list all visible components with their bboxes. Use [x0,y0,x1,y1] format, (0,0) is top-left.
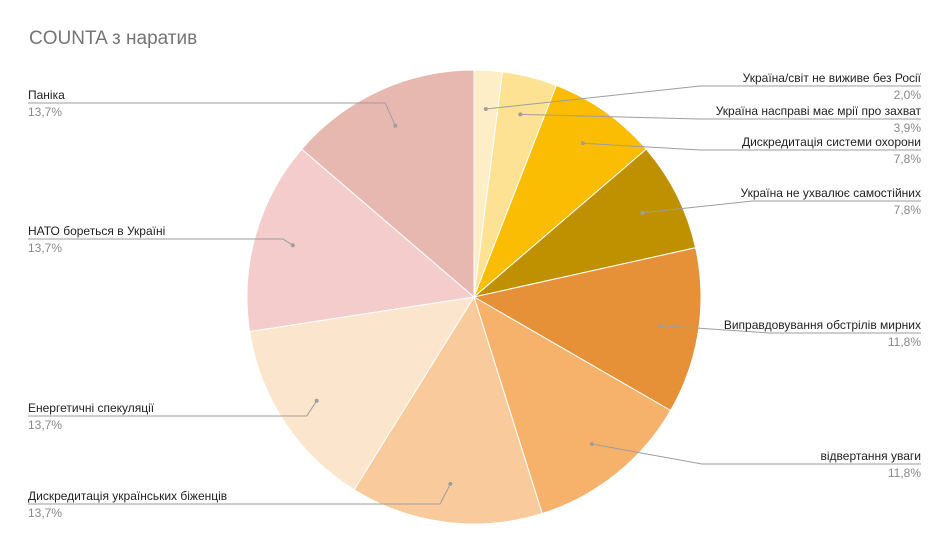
leader-dot [640,210,645,215]
slice-label: Україна/світ не виживе без Росії [743,71,922,85]
pie-slice [301,69,475,299]
pie-slice [473,295,672,515]
leader-dot [483,107,488,111]
leader-line [642,200,921,214]
slice-percent-label: 11,8% [888,466,921,480]
slice-label: відвертання уваги [821,449,921,463]
leader-line [485,85,921,110]
slice-label: Енергетичні спекуляції [28,401,155,415]
leader-dot [589,442,594,446]
leader-dot [448,481,453,486]
chart-title: COUNTA з наратив [29,28,198,49]
slice-percent-label: 13,7% [28,418,62,432]
slice-percent-label: 2,0% [894,88,922,102]
slice-label: НАТО бореться в Україні [28,224,165,238]
slice-percent-label: 13,7% [28,105,62,119]
slice-percent-label: 7,8% [894,203,922,217]
leader-line [660,325,921,334]
leader-dot [314,398,319,403]
slice-label: Україна не ухвалює самостійних [741,186,921,200]
slice-percent-label: 13,7% [28,241,62,255]
leader-line [28,400,318,417]
pie-slice [353,295,543,525]
leader-line [582,142,921,151]
leader-dot [580,141,585,146]
leader-dot [393,123,398,128]
slice-percent-label: 3,9% [894,121,922,135]
leader-line [520,113,921,120]
slice-label: Дискредитація українських біженців [28,489,227,503]
slice-label: Україна насправі має мрії про захват [716,104,922,118]
leader-dot [290,243,295,248]
slice-percent-label: 7,8% [894,152,922,166]
slice-percent-label: 11,8% [888,335,921,349]
leader-dot [658,323,663,328]
slice-label: Дискредитація системи охорони [742,135,921,149]
pie-slice [249,296,475,491]
slice-label: Паніка [28,88,65,102]
slice-label: Виправдовування обстрілів мирних [724,318,921,332]
leader-line [28,238,294,246]
pie-slice [473,84,647,298]
leader-line [591,443,921,465]
leader-dot [518,112,523,117]
leader-line [28,102,396,127]
pie-slice [246,148,476,333]
slice-percent-label: 13,7% [28,506,62,520]
leader-line [28,483,451,505]
pie-slice [472,247,702,412]
